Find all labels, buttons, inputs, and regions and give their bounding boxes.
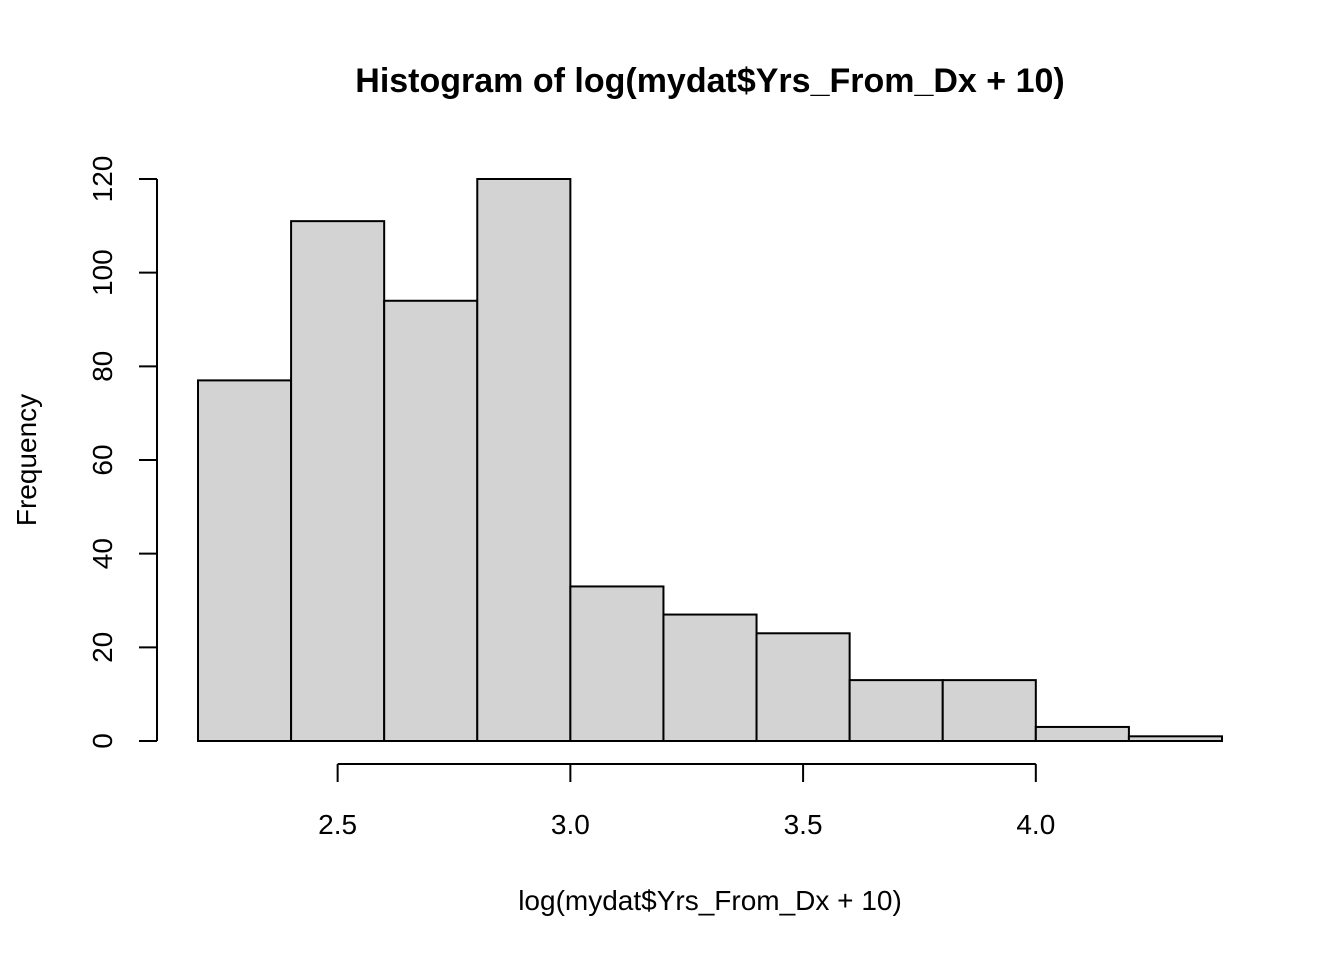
histogram-bar — [383, 299, 479, 742]
x-tick-label: 4.0 — [1016, 809, 1055, 840]
y-tick-label: 20 — [87, 632, 118, 663]
histogram-bar — [1034, 725, 1130, 743]
histogram-bar — [290, 220, 386, 742]
histogram-bar — [848, 679, 944, 742]
histogram-bar — [662, 613, 758, 742]
x-axis: 2.5 3.0 3.5 4.0 — [318, 763, 1055, 840]
x-tick-label: 3.5 — [784, 809, 823, 840]
histogram-bar — [569, 585, 665, 743]
y-tick-label: 80 — [87, 351, 118, 382]
x-tick-label: 2.5 — [318, 809, 357, 840]
histogram-bar — [476, 178, 572, 742]
y-axis-label: Frequency — [11, 394, 42, 526]
histogram-bar — [755, 632, 851, 742]
x-axis-label: log(mydat$Yrs_From_Dx + 10) — [518, 885, 902, 916]
y-tick-label: 120 — [87, 156, 118, 203]
bars-group — [197, 178, 1223, 743]
y-axis: 0 20 40 60 80 100 120 — [87, 156, 158, 749]
y-tick-label: 100 — [87, 249, 118, 296]
histogram-bar — [1127, 735, 1223, 742]
chart-title: Histogram of log(mydat$Yrs_From_Dx + 10) — [355, 62, 1064, 100]
x-tick-label: 3.0 — [551, 809, 590, 840]
y-tick-label: 0 — [87, 733, 118, 749]
y-tick-label: 40 — [87, 538, 118, 569]
histogram-bar — [941, 679, 1037, 742]
histogram-bar — [197, 379, 293, 742]
y-tick-label: 60 — [87, 444, 118, 475]
